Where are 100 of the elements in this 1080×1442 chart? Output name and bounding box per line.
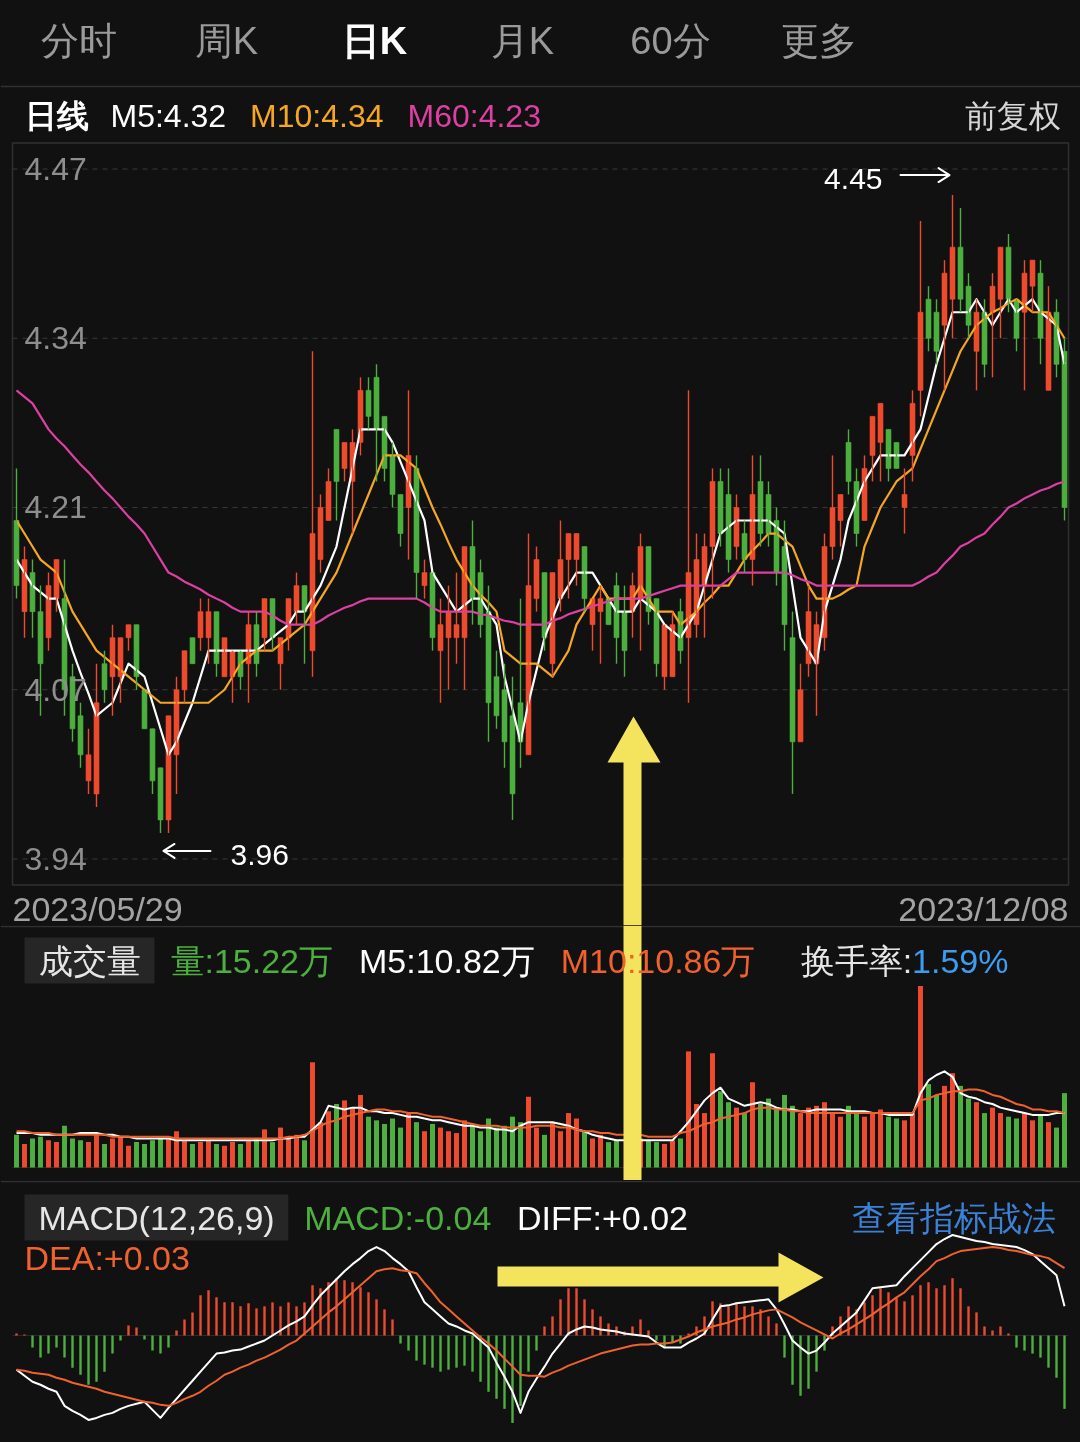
candlestick bbox=[1013, 298, 1020, 352]
bar bbox=[519, 1335, 522, 1406]
bar bbox=[110, 1138, 115, 1168]
bar bbox=[830, 1113, 835, 1168]
bar bbox=[286, 1136, 291, 1168]
bar bbox=[294, 1134, 299, 1168]
bar bbox=[734, 1107, 739, 1168]
bar bbox=[678, 1138, 683, 1168]
candlestick bbox=[973, 298, 980, 392]
bar bbox=[911, 1295, 914, 1336]
bar bbox=[22, 1143, 27, 1168]
bar bbox=[1055, 1335, 1058, 1378]
bar bbox=[494, 1127, 499, 1168]
bar bbox=[646, 1140, 651, 1168]
bar bbox=[655, 1335, 658, 1341]
bar bbox=[815, 1335, 818, 1372]
bar bbox=[951, 1278, 954, 1336]
candlestick bbox=[909, 389, 916, 483]
bar bbox=[790, 1105, 795, 1168]
text: DEA:+0.03 bbox=[24, 1238, 190, 1277]
bar bbox=[583, 1299, 586, 1336]
bar bbox=[535, 1335, 538, 1351]
bar bbox=[63, 1335, 66, 1358]
bar bbox=[38, 1136, 43, 1168]
bar bbox=[606, 1142, 611, 1168]
bar bbox=[1015, 1335, 1018, 1348]
candlestick bbox=[1037, 259, 1044, 365]
text: DIFF:+0.02 bbox=[516, 1198, 688, 1237]
candlestick bbox=[277, 636, 284, 691]
bar bbox=[47, 1335, 50, 1354]
bar bbox=[854, 1111, 859, 1168]
text: 周K bbox=[194, 19, 259, 62]
bar bbox=[686, 1051, 691, 1168]
bar bbox=[318, 1122, 323, 1168]
bar bbox=[894, 1118, 899, 1168]
bar bbox=[238, 1143, 243, 1168]
bar bbox=[143, 1335, 146, 1340]
candlestick bbox=[741, 519, 748, 574]
bar bbox=[918, 986, 923, 1168]
bar bbox=[111, 1335, 114, 1354]
candlestick bbox=[749, 454, 756, 587]
bar bbox=[798, 1113, 803, 1168]
text: 3.96 bbox=[230, 837, 289, 871]
bar bbox=[1006, 1116, 1011, 1168]
bar bbox=[263, 1306, 266, 1336]
bar bbox=[590, 1138, 595, 1168]
candlestick bbox=[269, 597, 276, 652]
bar bbox=[1039, 1335, 1042, 1358]
text: 量:15.22万 bbox=[170, 941, 334, 980]
bar bbox=[887, 1292, 890, 1336]
bar bbox=[271, 1302, 274, 1336]
bar bbox=[534, 1127, 539, 1168]
bar bbox=[870, 1113, 875, 1168]
bar bbox=[598, 1134, 603, 1168]
bar bbox=[966, 1098, 971, 1168]
bar bbox=[878, 1109, 883, 1168]
bar bbox=[799, 1335, 802, 1396]
bar bbox=[414, 1122, 419, 1168]
candlestick bbox=[541, 571, 548, 652]
bar bbox=[191, 1312, 194, 1336]
bar bbox=[471, 1335, 474, 1372]
bar bbox=[543, 1326, 546, 1336]
bar bbox=[903, 1301, 906, 1336]
bar bbox=[287, 1302, 290, 1336]
bar bbox=[119, 1335, 122, 1341]
bar bbox=[231, 1302, 234, 1336]
bar bbox=[151, 1335, 154, 1351]
series-label: MACD:-0.04 bbox=[304, 1198, 492, 1237]
bar bbox=[758, 1104, 763, 1168]
candlestick bbox=[917, 220, 924, 418]
bar bbox=[351, 1282, 354, 1336]
candlestick bbox=[405, 389, 412, 561]
bar bbox=[511, 1335, 514, 1423]
text: 日K bbox=[341, 19, 408, 62]
text: M10:4.34 bbox=[250, 97, 384, 134]
chart-title: 日线 bbox=[24, 97, 89, 134]
bar bbox=[639, 1319, 642, 1336]
candlestick bbox=[301, 584, 308, 665]
candlestick bbox=[245, 610, 252, 704]
candlestick bbox=[141, 689, 148, 730]
bar bbox=[367, 1292, 370, 1336]
bar bbox=[31, 1335, 34, 1348]
bar bbox=[726, 1102, 731, 1168]
bar bbox=[1023, 1335, 1026, 1351]
bar bbox=[102, 1143, 107, 1168]
text: 月K bbox=[490, 19, 555, 62]
y-tick-label: 4.21 bbox=[24, 489, 87, 526]
bar bbox=[431, 1335, 434, 1368]
bar bbox=[1031, 1335, 1034, 1354]
bar bbox=[958, 1085, 963, 1168]
bar bbox=[343, 1280, 346, 1336]
bar bbox=[566, 1113, 571, 1168]
bar bbox=[39, 1335, 42, 1358]
bar bbox=[846, 1105, 851, 1168]
bar bbox=[95, 1335, 98, 1382]
bar bbox=[1062, 1093, 1067, 1168]
bar bbox=[591, 1309, 594, 1336]
text: 2023/05/29 bbox=[12, 889, 183, 928]
candlestick bbox=[1045, 285, 1052, 392]
bar bbox=[103, 1335, 106, 1372]
